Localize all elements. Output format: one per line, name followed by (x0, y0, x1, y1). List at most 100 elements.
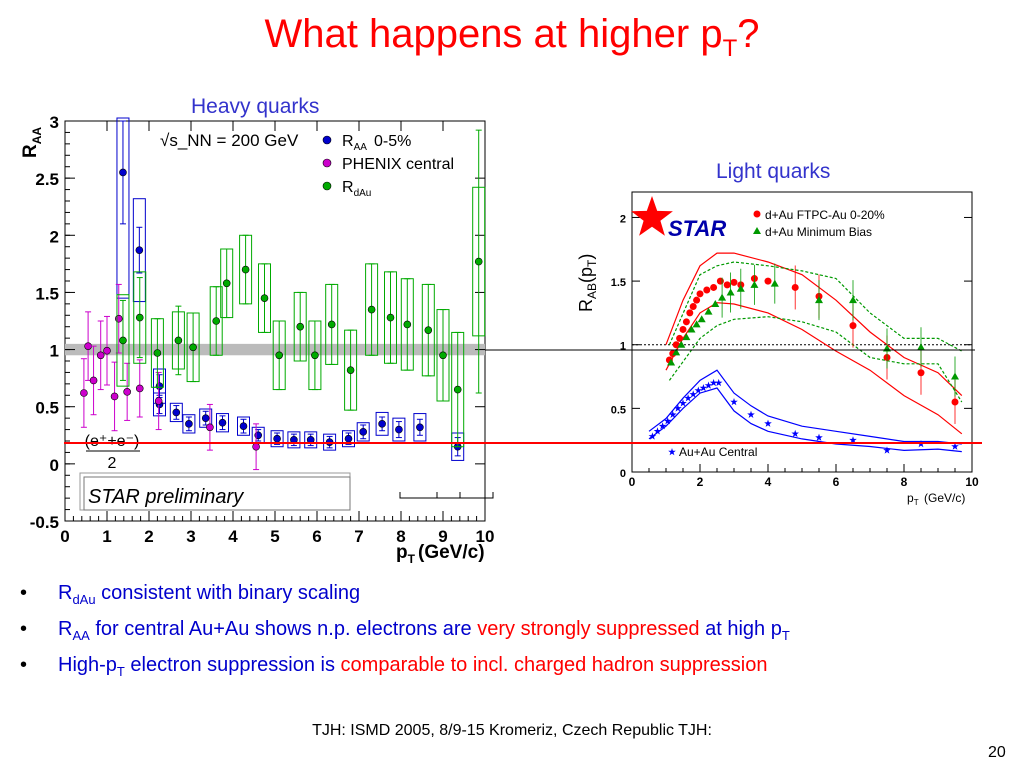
dau-band-upper (665, 252, 963, 397)
bullet-text: dAu (72, 592, 96, 607)
right-x-tick-label: 2 (697, 475, 704, 489)
bullet-text: T (781, 628, 790, 643)
data-point (677, 340, 686, 348)
mb-band-lower (668, 316, 963, 403)
data-point (676, 334, 684, 342)
data-point (658, 422, 667, 430)
left-band-unity (65, 343, 485, 356)
data-point (239, 422, 248, 430)
sys-box (375, 411, 389, 436)
sys-box (182, 414, 196, 434)
sys-box (237, 416, 250, 436)
data-point (849, 296, 857, 304)
energy-label: √s_NN = 200 GeV (160, 131, 299, 150)
sys-box (342, 430, 355, 448)
right-y-tick-label: 1 (620, 341, 626, 353)
data-point (951, 372, 959, 380)
data-point (327, 320, 336, 329)
left-x-axis-label: pT (396, 542, 416, 566)
data-point (378, 420, 386, 428)
left-x-axis-label-unit: (GeV/c) (418, 542, 485, 563)
bullet-text: for central Au+Au shows n.p. electrons a… (89, 618, 478, 640)
data-point (723, 281, 731, 289)
right-y-tick-label: 0 (620, 468, 626, 480)
right-x-tick-label: 4 (765, 475, 772, 489)
data-point (96, 351, 105, 360)
legend-marker (322, 158, 332, 168)
data-point (439, 351, 447, 360)
bullet-dot: • (20, 618, 28, 640)
data-point (710, 283, 718, 291)
bullet-text: AA (72, 628, 90, 643)
bullet-item: • RdAu consistent with binary scaling (20, 578, 1020, 614)
data-point (692, 320, 701, 328)
preliminary-label: STAR preliminary (88, 486, 244, 508)
bullet-text: R (58, 582, 73, 604)
right-x-tick-label: 0 (629, 475, 636, 489)
left-y-tick-label: 0 (50, 456, 59, 475)
data-point (883, 446, 891, 454)
left-series-0 (116, 117, 465, 461)
data-point (114, 314, 123, 323)
left-series-2 (116, 129, 486, 448)
auau-band-lower (648, 387, 962, 453)
left-y-tick-label: 1 (50, 342, 59, 361)
left-x-tick-label: 1 (102, 527, 111, 546)
data-point (311, 351, 319, 360)
data-point (103, 346, 111, 355)
left-x-tick-label: 9 (438, 527, 447, 546)
data-point (714, 378, 723, 387)
data-point (704, 307, 713, 315)
legend-label: d+Au Minimum Bias (765, 225, 872, 239)
data-point (110, 392, 119, 401)
data-point (212, 317, 220, 325)
left-y-tick-label: 1.5 (35, 284, 59, 303)
data-point (669, 410, 677, 418)
data-point (218, 418, 227, 427)
data-point (424, 326, 433, 334)
sys-box (304, 431, 318, 449)
sys-box (270, 430, 284, 448)
data-point (689, 390, 697, 398)
data-point (648, 432, 657, 440)
formula-denominator: 2 (108, 455, 117, 472)
data-point (791, 283, 799, 291)
data-point (696, 290, 704, 298)
data-point (764, 419, 772, 427)
left-x-tick-label: 5 (270, 527, 279, 546)
preliminary-box (83, 476, 351, 511)
legend-label: Au+Au Central (679, 445, 757, 459)
scale-marker (399, 492, 494, 499)
legend-marker (753, 210, 761, 218)
data-point (135, 246, 144, 254)
data-point (674, 404, 682, 412)
data-point (153, 349, 162, 357)
legend-marker (753, 227, 761, 234)
bullet-dot: • (20, 654, 28, 676)
data-point (951, 442, 959, 450)
left-x-tick-label: 6 (312, 527, 321, 546)
data-point (747, 410, 755, 418)
data-point (711, 300, 720, 307)
left-x-tick-label: 10 (476, 527, 495, 546)
right-x-axis-label: pT (907, 491, 919, 507)
sys-box (133, 271, 147, 364)
sys-box (287, 431, 301, 449)
data-point (764, 277, 772, 285)
data-point (815, 296, 823, 304)
data-point (201, 414, 210, 422)
left-y-tick-label: 2.5 (35, 170, 59, 189)
bullet-text: at high p (699, 618, 782, 640)
sys-box (116, 294, 130, 387)
data-point (119, 168, 127, 177)
data-point (682, 333, 691, 341)
data-point (770, 279, 779, 287)
sys-box (413, 413, 427, 442)
star-logo-text: STAR (668, 216, 726, 241)
data-point (663, 417, 672, 425)
legend-marker (668, 448, 676, 456)
right-x-axis-label-unit: (GeV/c) (924, 491, 965, 505)
dau-band-lower (665, 302, 963, 435)
data-point (917, 369, 925, 377)
